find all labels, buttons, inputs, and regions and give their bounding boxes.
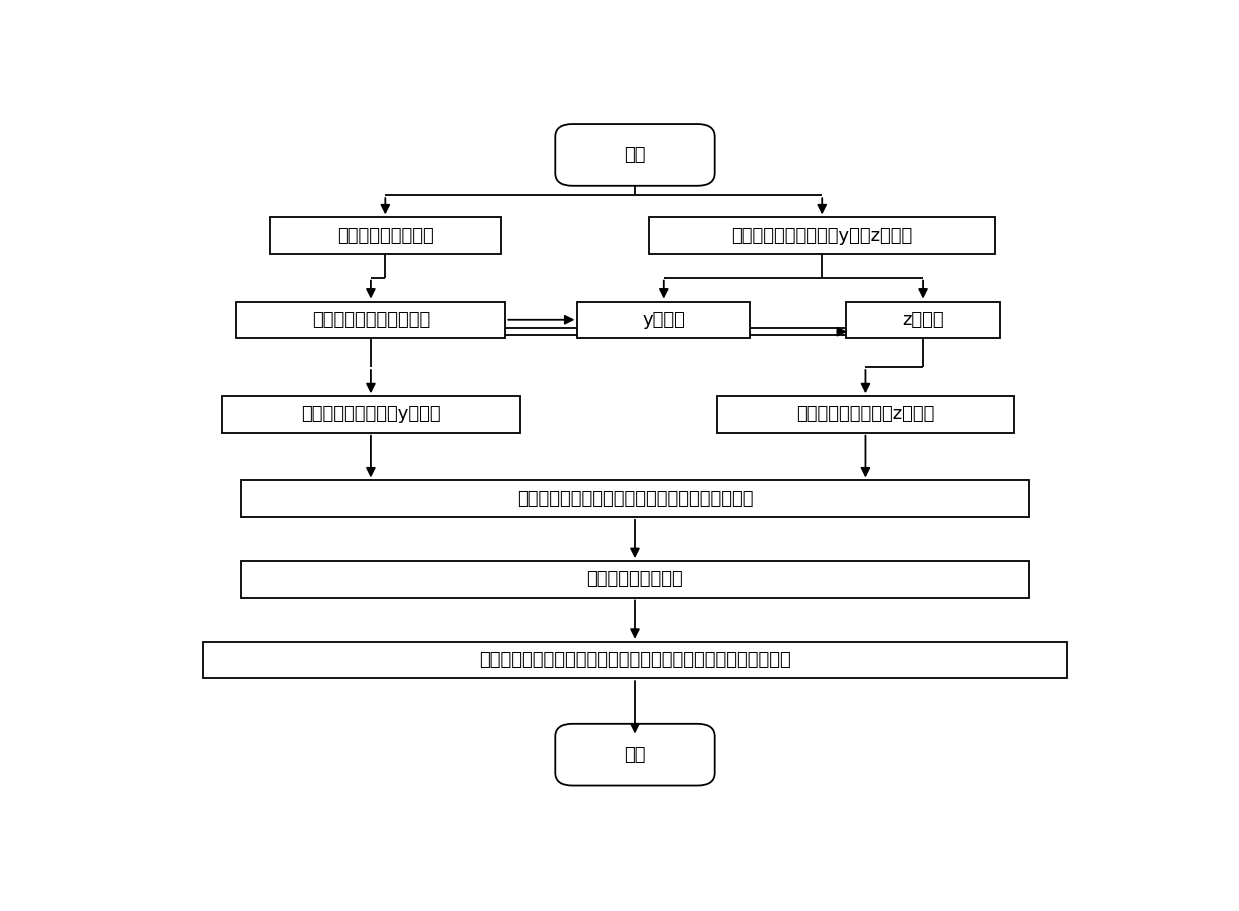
FancyBboxPatch shape [203,641,1067,678]
Text: z向信号: z向信号 [902,311,944,329]
FancyBboxPatch shape [555,124,715,186]
Text: 设置转子静子测试面的y向和z向测点: 设置转子静子测试面的y向和z向测点 [731,227,913,244]
FancyBboxPatch shape [649,218,995,254]
FancyBboxPatch shape [242,480,1028,517]
Text: 由键相信号处理后的y向信号: 由键相信号处理后的y向信号 [301,405,441,424]
Text: y向信号: y向信号 [642,311,685,329]
Text: 计算各截面碰摩危险系数、判断碰摩危险截面，输出截面转静间隙: 计算各截面碰摩危险系数、判断碰摩危险截面，输出截面转静间隙 [479,651,790,669]
FancyBboxPatch shape [577,302,751,338]
FancyBboxPatch shape [846,302,1000,338]
FancyBboxPatch shape [555,724,715,785]
Text: 键相信号，同时测得转速: 键相信号，同时测得转速 [312,311,430,329]
Text: 结束: 结束 [624,746,646,763]
FancyBboxPatch shape [222,396,520,433]
Text: 设置键相信号测试点: 设置键相信号测试点 [337,227,434,244]
FancyBboxPatch shape [270,218,501,254]
FancyBboxPatch shape [242,561,1028,598]
Text: 由键相信号处理后的z向信号: 由键相信号处理后的z向信号 [797,405,934,424]
FancyBboxPatch shape [716,396,1015,433]
Text: 计算整机转静间隙场: 计算整机转静间隙场 [586,570,684,589]
FancyBboxPatch shape [237,302,506,338]
Text: 采用样条函数插値，合成转子弹性线、静子弹性线: 采用样条函数插値，合成转子弹性线、静子弹性线 [517,489,753,507]
Text: 开始: 开始 [624,146,646,164]
